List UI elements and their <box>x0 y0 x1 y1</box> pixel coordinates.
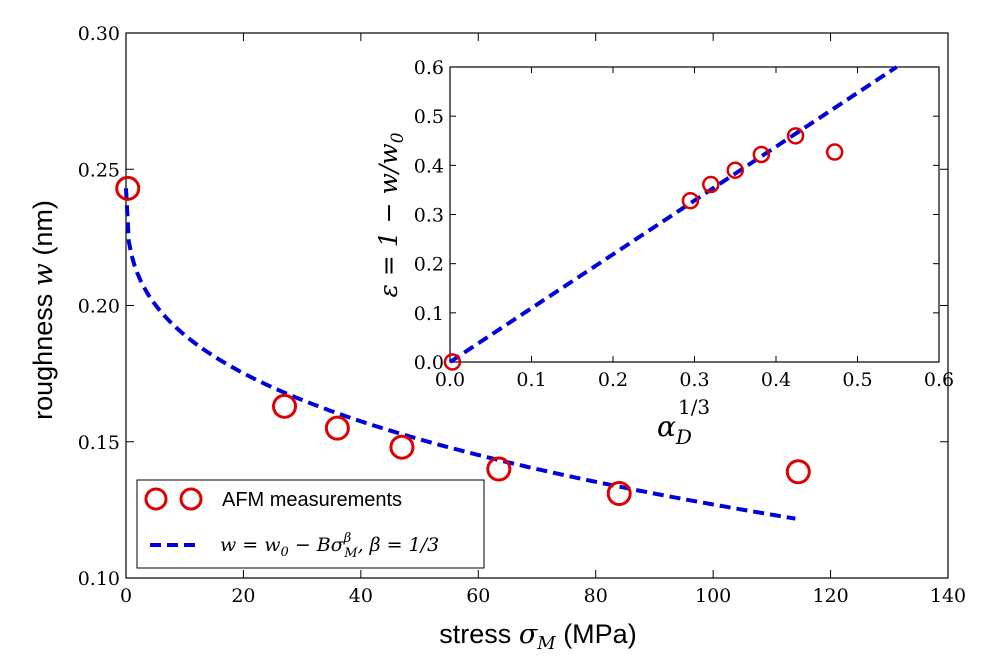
main-fit-curve <box>124 188 796 521</box>
inset-y-tick-label: 0.1 <box>414 303 444 325</box>
main-data-point <box>486 456 512 482</box>
main-data-point <box>115 175 141 201</box>
legend-label-afm: AFM measurements <box>222 489 402 511</box>
inset-y-tick-label: 0.6 <box>414 57 444 79</box>
main-x-tick-label: 80 <box>584 585 608 607</box>
inset-background <box>450 67 939 362</box>
main-data-point <box>272 393 298 419</box>
inset-y-axis-label: ε = 1 − w/w0 <box>374 132 408 297</box>
inset-data-point <box>825 143 844 161</box>
main-y-axis-label: roughness w (nm) <box>28 200 59 420</box>
main-x-tick-label: 0 <box>120 585 132 607</box>
inset-x-tick-label: 0.6 <box>924 369 954 391</box>
inset-data-point <box>726 161 744 179</box>
main-x-tick-label: 60 <box>466 585 490 607</box>
inset-y-tick-label: 0.5 <box>414 106 444 128</box>
legend-marker-afm-1 <box>144 487 168 511</box>
inset-fit-line <box>448 65 898 364</box>
main-x-tick-label: 100 <box>695 585 731 607</box>
legend-marker-afm-2 <box>179 487 203 511</box>
inset-chart: 0.0 0.1 0.2 0.3 0.4 0.5 0.6 0.0 0.1 0.2 0.3 0.4 0.5… <box>374 57 954 449</box>
inset-y-tick-label: 0.0 <box>414 352 444 374</box>
inset-data-point <box>786 127 805 145</box>
main-y-tick-label: 0.30 <box>78 23 120 45</box>
inset-x-ticks: 0.0 0.1 0.2 0.3 0.4 0.5 0.6 <box>435 67 954 391</box>
inset-y-tick-label: 0.2 <box>414 254 444 276</box>
main-x-tick-label: 40 <box>349 585 373 607</box>
main-chart: 0 20 40 60 80 100 120 140 0.10 0.15 0.20 0.25 0.30 … <box>28 23 966 654</box>
main-y-ticks: 0.10 0.15 0.20 0.25 0.30 <box>78 23 948 590</box>
inset-data-point <box>681 191 700 210</box>
main-x-ticks: 0 20 40 60 80 100 120 140 <box>120 33 966 607</box>
main-y-tick-label: 0.25 <box>78 159 120 181</box>
main-x-axis-label: stress σM (MPa) <box>439 619 636 654</box>
main-data-point <box>389 434 415 460</box>
inset-x-tick-label: 0.0 <box>435 369 465 391</box>
main-data-point <box>324 415 350 441</box>
inset-x-tick-label: 0.1 <box>516 369 546 391</box>
inset-data-points <box>443 127 844 371</box>
main-y-tick-label: 0.20 <box>78 296 120 318</box>
legend-box <box>136 479 485 569</box>
main-x-tick-label: 120 <box>812 585 848 607</box>
inset-y-tick-label: 0.3 <box>414 205 444 227</box>
main-x-tick-label: 140 <box>930 585 966 607</box>
inset-data-point <box>443 353 462 371</box>
main-data-points <box>115 175 811 507</box>
main-y-tick-label: 0.10 <box>78 568 120 590</box>
inset-x-tick-label: 0.4 <box>761 369 791 391</box>
main-data-point <box>785 459 811 485</box>
main-x-tick-label: 20 <box>231 585 255 607</box>
legend: AFM measurements w = w0 − Bσβ M, β = 1/3 <box>136 479 485 569</box>
inset-x-tick-label: 0.5 <box>842 369 872 391</box>
inset-data-point <box>752 145 771 164</box>
main-y-tick-label: 0.15 <box>78 432 120 454</box>
inset-x-axis-label: αD1/3 <box>657 395 710 449</box>
inset-data-point <box>702 175 720 194</box>
main-data-point <box>606 481 632 507</box>
inset-y-tick-label: 0.4 <box>414 155 444 177</box>
inset-y-ticks: 0.0 0.1 0.2 0.3 0.4 0.5 0.6 <box>414 57 939 374</box>
inset-x-tick-label: 0.2 <box>598 369 628 391</box>
inset-x-tick-label: 0.3 <box>679 369 709 391</box>
